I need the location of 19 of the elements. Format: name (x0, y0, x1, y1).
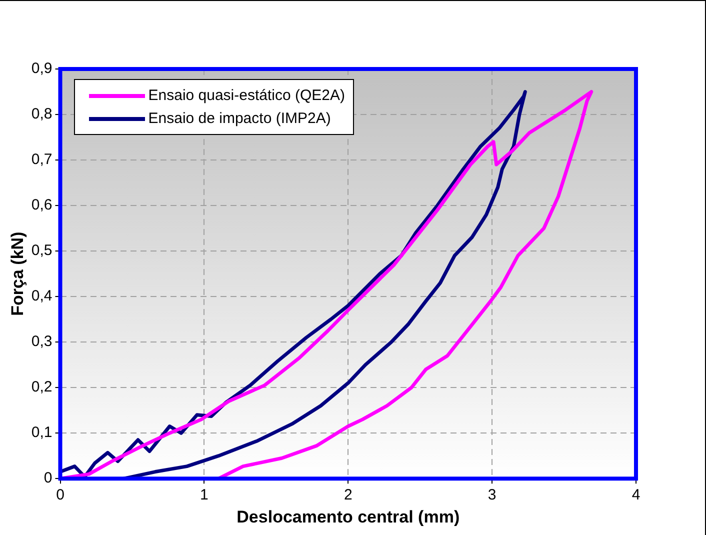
y-tick-label: 0,6 (31, 196, 52, 214)
y-tick-label: 0,4 (31, 288, 52, 305)
y-tick-label: 0,8 (31, 106, 52, 123)
x-tick-label: 1 (200, 486, 208, 504)
x-tick-label: 0 (56, 486, 64, 504)
y-tick-label: 0,7 (31, 151, 52, 168)
legend-label: Ensaio de impacto (IMP2A) (148, 110, 331, 127)
legend-label: Ensaio quasi-estático (QE2A) (148, 87, 346, 104)
y-tick-label: 0 (44, 470, 52, 487)
y-tick-label: 0,2 (31, 378, 52, 396)
y-tick-label: 0,1 (31, 424, 52, 442)
y-axis-title: Força (kN) (8, 232, 27, 316)
y-tick-label: 0,3 (31, 333, 52, 350)
x-tick-label: 4 (632, 486, 640, 504)
y-tick-label: 0,9 (31, 60, 52, 78)
x-tick-label: 3 (488, 486, 496, 504)
x-tick-label: 2 (344, 486, 352, 504)
x-axis-title: Deslocamento central (mm) (236, 507, 460, 526)
y-tick-label: 0,5 (31, 242, 52, 260)
